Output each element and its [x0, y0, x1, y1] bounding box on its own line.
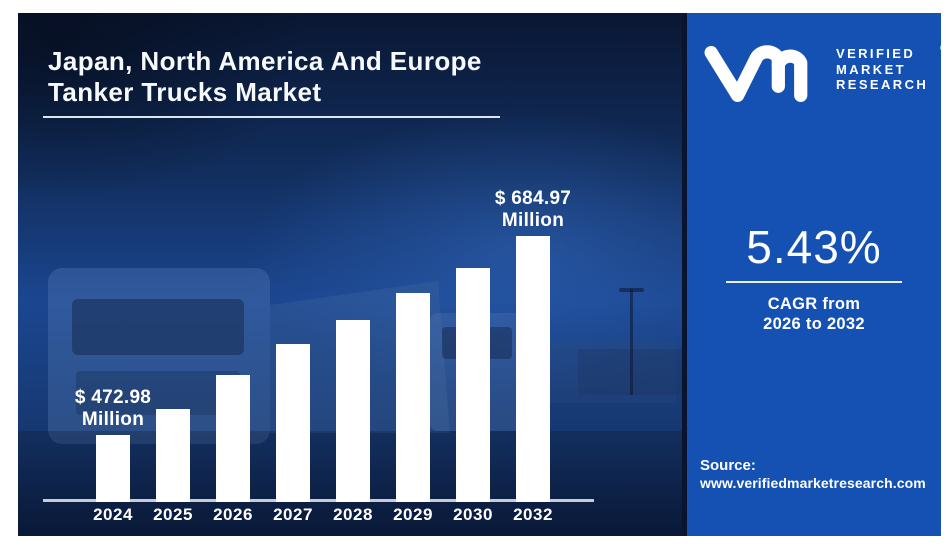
- x-axis-label-2032: 2032: [513, 505, 553, 524]
- bar-2028: [336, 320, 370, 502]
- brand-logo: VERIFIED MARKET RESEARCH ®: [704, 43, 947, 105]
- bar-chart: 2024 2025 2026 2027 2028 2029 2030 2032 $ 472.98…: [18, 13, 682, 536]
- bar-2026: [216, 375, 250, 502]
- bar-2029: [396, 293, 430, 502]
- bar-2025: [156, 409, 190, 502]
- source-url[interactable]: www.verifiedmarketresearch.com: [700, 475, 926, 491]
- source-label: Source:: [700, 457, 756, 474]
- bar-value-label-2024: $ 472.98 Million: [74, 387, 152, 430]
- cagr-block: 5.43% CAGR from 2026 to 2032: [697, 223, 931, 334]
- panel-separator: [682, 13, 687, 536]
- bar-2030: [456, 268, 490, 502]
- vmr-logo-icon: [704, 45, 808, 102]
- cagr-caption: CAGR from 2026 to 2032: [697, 295, 931, 334]
- registered-trademark-icon: ®: [940, 43, 947, 53]
- x-axis-label-2027: 2027: [273, 505, 313, 524]
- page-title-line1: Japan, North America And Europe: [48, 46, 482, 76]
- bar-value-label-2032: $ 684.97 Million: [494, 188, 572, 231]
- x-axis-label-2025: 2025: [153, 505, 193, 524]
- x-axis-label-2026: 2026: [213, 505, 253, 524]
- bar-2032: [516, 236, 550, 502]
- cagr-caption-line1: CAGR from: [767, 295, 861, 313]
- brand-word-market: MARKET: [836, 61, 907, 77]
- cagr-value: 5.43%: [746, 221, 882, 273]
- page-title: Japan, North America And Europe Tanker T…: [48, 46, 608, 108]
- brand-word-research: RESEARCH: [836, 77, 929, 92]
- source-block: Source: www.verifiedmarketresearch.com: [700, 457, 936, 492]
- brand-wordmark: VERIFIED MARKET RESEARCH: [836, 46, 928, 93]
- brand-panel: VERIFIED MARKET RESEARCH ® 5.43% CAGR fr…: [687, 13, 947, 536]
- x-axis-line: [43, 499, 594, 502]
- cagr-caption-line2: 2026 to 2032: [763, 314, 865, 333]
- cagr-divider: [726, 281, 902, 283]
- x-axis-label-2028: 2028: [333, 505, 373, 524]
- page-title-line2: Tanker Trucks Market: [48, 77, 322, 107]
- x-axis-label-2030: 2030: [453, 505, 493, 524]
- x-axis-label-2029: 2029: [393, 505, 433, 524]
- bar-2027: [276, 344, 310, 502]
- chart-panel: Japan, North America And Europe Tanker T…: [18, 13, 682, 536]
- bar-2024: [96, 435, 130, 502]
- brand-word-verified: VERIFIED: [836, 46, 916, 61]
- title-underline: [43, 116, 500, 118]
- x-axis-label-2024: 2024: [93, 505, 133, 524]
